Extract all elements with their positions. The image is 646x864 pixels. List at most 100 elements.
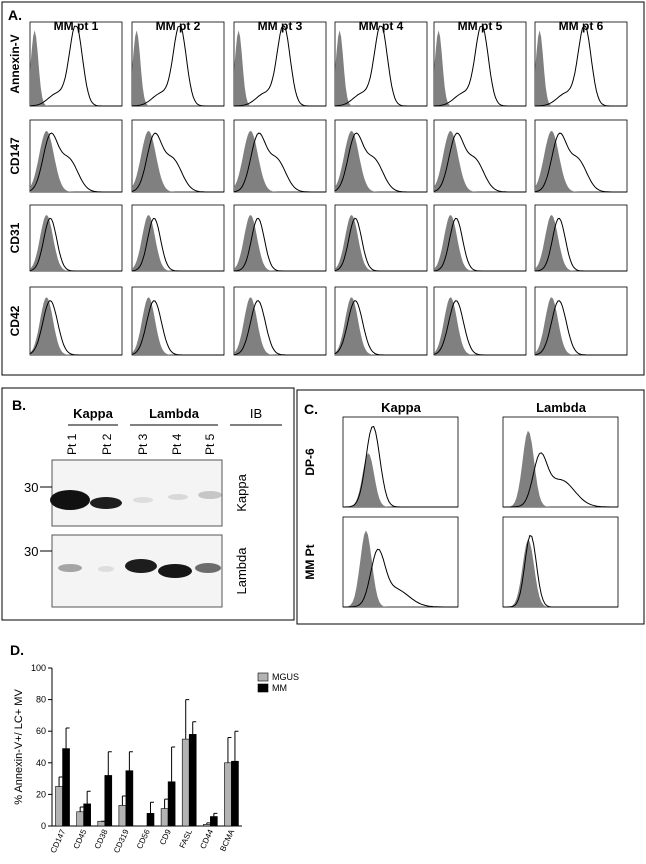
histogram-frame [131,21,225,107]
band [133,497,153,503]
x-tick-label: FASL [178,828,195,850]
sample-histogram [433,300,526,356]
control-histogram [503,430,618,507]
bar [160,808,169,827]
legend-swatch [257,683,269,693]
sample-histogram [433,217,526,272]
control-histogram [434,297,526,355]
marker-label: 30 [24,480,38,495]
control-histogram [434,130,526,192]
bar [231,760,239,827]
bar [62,748,70,827]
sample-histogram [434,25,526,107]
y-tick-label: 20 [36,789,46,799]
column-title: Lambda [536,400,587,415]
sample-histogram [334,299,427,356]
row-title: CD147 [8,137,22,175]
sample-histogram [534,25,627,107]
lane-label: Pt 3 [136,433,150,455]
control-histogram [335,215,427,271]
error-bar [164,798,169,809]
bar [146,813,155,827]
sample-histogram [29,25,122,107]
group-title: Lambda [149,406,200,421]
sample-histogram [343,425,458,508]
sample-histogram [29,132,122,193]
band [58,564,82,572]
lane-label: Pt 5 [203,433,217,455]
control-histogram [434,215,526,271]
x-tick-label: CD147 [49,828,68,855]
sample-histogram [233,300,326,356]
band [195,563,221,573]
control-histogram [535,30,627,106]
panel-b-frame [1,387,295,621]
panel-a-frame [1,1,645,376]
error-bar [171,746,176,782]
control-histogram [535,215,627,271]
sample-histogram [535,217,627,272]
band [50,490,90,510]
sample-histogram [433,132,526,193]
bar [224,762,232,827]
y-tick-label: 100 [31,663,46,673]
bar [125,770,134,827]
sample-histogram [132,25,224,107]
panel-label: B. [12,397,26,413]
band [198,491,222,499]
error-bar [185,699,190,740]
blot-label: Lambda [234,547,249,595]
error-bar [213,812,218,817]
y-tick-label: 80 [36,695,46,705]
error-bar [79,806,84,812]
sample-histogram [334,132,427,193]
sample-histogram [534,132,627,193]
sample-histogram [334,25,427,107]
error-bar [206,822,211,825]
sample-histogram [534,300,627,356]
control-histogram [132,130,224,192]
error-bar [121,795,126,806]
y-tick-label: 60 [36,726,46,736]
error-bar [65,727,70,749]
band [90,497,122,509]
panel-label: D. [10,642,24,658]
bar [167,781,176,827]
histogram-frame [433,21,527,107]
control-histogram [343,453,458,507]
bar [118,805,127,827]
error-bar [234,730,239,762]
bar [203,824,211,827]
control-histogram [335,130,427,192]
legend-label: MGUS [272,672,299,682]
error-bar [128,751,133,771]
sample-histogram [233,132,326,193]
row-title: Annexin-V [8,34,22,93]
column-title: MM pt 3 [258,19,303,33]
row-title: CD31 [8,222,22,253]
column-title: Kappa [381,400,422,415]
group-title: IB [250,406,262,421]
error-bar [58,776,63,787]
row-title: MM Pt [303,544,317,579]
control-histogram [503,539,618,607]
x-tick-label: BCMA [218,827,236,852]
error-bar [86,790,91,804]
control-histogram [335,30,427,106]
sample-histogram [131,132,224,193]
error-bar [192,721,197,735]
lane-label: Pt 1 [65,433,79,455]
bar [104,775,113,827]
control-histogram [343,530,458,607]
bar [83,803,91,827]
band [158,564,192,578]
error-bar [107,751,112,776]
control-histogram [234,215,326,271]
bar [97,820,106,827]
control-histogram [30,130,122,192]
band [125,559,157,573]
histogram-frame [29,21,123,107]
control-histogram [132,215,224,271]
control-histogram [234,297,326,355]
